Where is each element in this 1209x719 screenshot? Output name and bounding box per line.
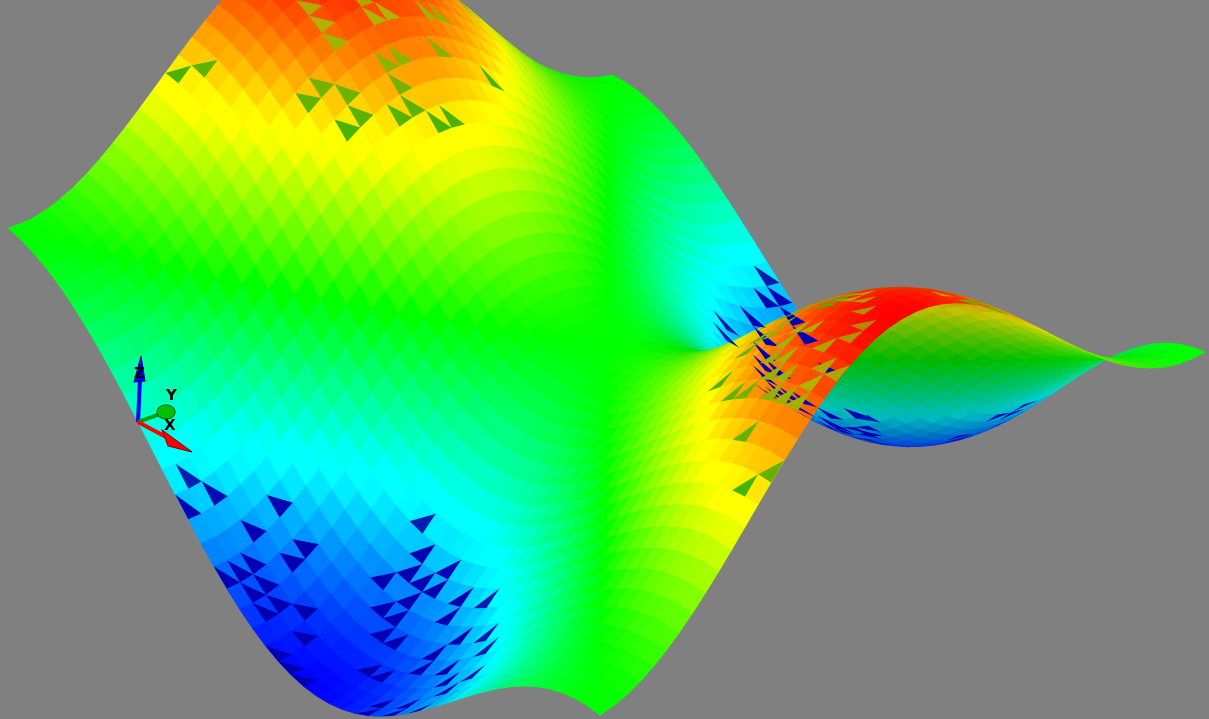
x-axis-label: X xyxy=(164,416,176,434)
surface-facet xyxy=(1113,359,1140,368)
z-axis-label: Z xyxy=(134,364,145,382)
y-axis-label: Y xyxy=(165,386,178,404)
surface-facet xyxy=(894,440,921,446)
